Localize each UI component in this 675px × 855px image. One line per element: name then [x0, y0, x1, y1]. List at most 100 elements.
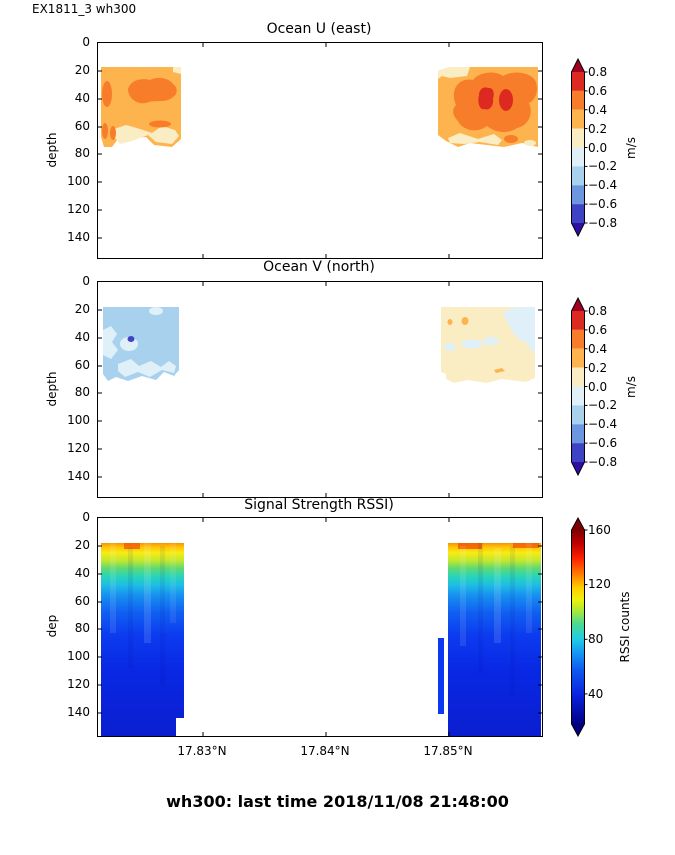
contour-region [524, 140, 536, 146]
hot-spot [513, 543, 539, 548]
hot-spot [458, 543, 482, 549]
plot-title-rssi: Signal Strength RSSI) [244, 497, 394, 513]
ytick-label: 0 [82, 510, 90, 524]
hot-spot [124, 543, 140, 549]
contour-region [504, 307, 535, 343]
v-right-patch [441, 307, 535, 383]
contour-region [102, 81, 112, 107]
colorbar-tick-label: 0.0 [588, 380, 608, 394]
ytick-label: 40 [74, 330, 90, 344]
contour-region [127, 336, 135, 342]
colorbar-over-arrow [571, 298, 585, 311]
ytick-label: 20 [74, 538, 90, 552]
colorbar-band [571, 386, 585, 406]
colorbar-tick-label: −0.6 [588, 197, 618, 211]
colorbar-band [571, 348, 585, 368]
rssi-left-patch [101, 543, 184, 736]
colorbar-tick-label: −0.8 [588, 216, 618, 230]
ytick-label: 80 [74, 146, 90, 160]
ytick-label: 140 [67, 230, 90, 244]
u-left-patch [101, 67, 181, 147]
colorbar-u [571, 58, 588, 238]
colorbar-band [571, 185, 585, 205]
colorbar-over-arrow [571, 518, 585, 530]
colorbar-tick-label: 0.8 [588, 304, 608, 318]
colorbar-v [571, 297, 588, 477]
colorbar-band [571, 72, 585, 91]
contour-region [499, 89, 513, 111]
ytick-label: 60 [74, 119, 90, 133]
plot-title-u: Ocean U (east) [266, 21, 372, 37]
colorbar-tick-label: −0.2 [588, 398, 618, 412]
contour-region [438, 67, 470, 79]
colorbar-unit-v: m/s [624, 376, 638, 398]
ylabel-depth-rssi: dep [45, 614, 59, 638]
contour-region [504, 135, 518, 143]
ocean-v-plot-area [98, 282, 542, 497]
colorbar-band [571, 128, 585, 148]
ytick-label: 120 [67, 202, 90, 216]
colorbar-band [571, 166, 585, 186]
contour-region [453, 72, 537, 133]
column-texture [160, 546, 165, 686]
column-texture [460, 546, 466, 646]
colorbar-band [571, 90, 585, 110]
v-left-patch [103, 307, 179, 381]
colorbar-band [571, 424, 585, 444]
ytick-label: 60 [74, 594, 90, 608]
colorbar-tick-label: 0.0 [588, 141, 608, 155]
colorbar-outline [571, 517, 585, 737]
ytick-label: 20 [74, 302, 90, 316]
contour-region [483, 337, 499, 345]
colorbar-tick-label: 120 [588, 577, 611, 591]
colorbar-tick-label: 40 [588, 687, 604, 701]
colorbar-band [571, 329, 585, 349]
contour-region [447, 319, 453, 325]
colorbar-tick-label: 0.6 [588, 84, 608, 98]
colorbar-tick-label: −0.8 [588, 455, 618, 469]
colorbar-gradient [571, 530, 585, 724]
contour-region [448, 543, 541, 736]
contour-region [128, 77, 177, 104]
colorbar-band [571, 443, 585, 462]
colorbar-band [571, 405, 585, 425]
colorbar-unit-u: m/s [624, 137, 638, 159]
contour-region [149, 307, 163, 315]
colorbar-unit-rssi: RSSI counts [618, 591, 632, 663]
xtick-label: 17.85°N [423, 744, 473, 758]
ytick-label: 40 [74, 566, 90, 580]
ytick-label: 120 [67, 441, 90, 455]
contour-region [461, 317, 469, 325]
axis-tick-marks [98, 43, 542, 258]
ylabel-depth-v: depth [45, 371, 59, 407]
contour-region [103, 326, 118, 359]
axis-tick-marks [98, 518, 542, 736]
contour-region [494, 368, 505, 373]
contour-region [110, 126, 116, 140]
colorbar-tick-label: 0.4 [588, 342, 608, 356]
colorbar-band [571, 147, 585, 167]
column-texture [510, 546, 515, 696]
colorbar-band [571, 311, 585, 330]
colorbar-under-arrow [571, 462, 585, 475]
column-texture [110, 543, 116, 633]
ytick-label: 40 [74, 91, 90, 105]
xtick-label: 17.83°N [177, 744, 227, 758]
colorbar-band [571, 204, 585, 223]
colorbar-tick-label: 0.8 [588, 65, 608, 79]
colorbar-tick-marks [584, 71, 588, 224]
colorbar-rssi [571, 517, 588, 737]
contour-region [461, 339, 483, 349]
column-texture [170, 543, 176, 623]
rssi-right-patch [438, 543, 541, 736]
axes-rssi [97, 517, 543, 737]
column-texture [526, 543, 532, 633]
plot-title-v: Ocean V (north) [263, 259, 375, 275]
last-time-status: wh300: last time 2018/11/08 21:48:00 [166, 792, 509, 811]
contour-region [102, 123, 108, 139]
column-texture [128, 548, 133, 668]
ytick-label: 0 [82, 274, 90, 288]
colorbar-band [571, 109, 585, 129]
column-texture [144, 543, 151, 643]
